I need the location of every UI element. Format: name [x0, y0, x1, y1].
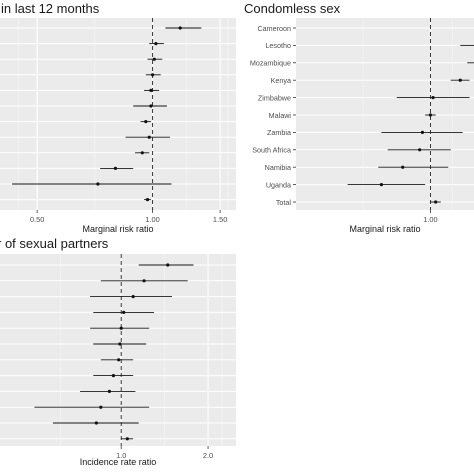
point-estimate [125, 437, 129, 441]
point-estimate [147, 135, 151, 139]
point-estimate [96, 182, 100, 186]
point-estimate [113, 166, 118, 170]
x-tick-label: 1.50 [213, 215, 227, 224]
point-estimate [431, 96, 435, 100]
plot-background [0, 254, 236, 446]
point-estimate [111, 374, 116, 378]
point-estimate [154, 42, 158, 46]
panel-months: 0.50 1.00 1.50 Marginal risk ratio [0, 18, 236, 234]
panel-title-partners: r of sexual partners [0, 236, 109, 251]
point-estimate [152, 57, 156, 61]
point-estimate [94, 421, 98, 425]
point-estimate [145, 198, 150, 202]
y-tick-label: Lesotho [265, 41, 291, 50]
x-axis-title: Marginal risk ratio [349, 224, 420, 234]
x-tick-label: 1.00 [423, 215, 437, 224]
point-estimate [107, 389, 111, 393]
point-estimate [420, 130, 425, 134]
plot-background [296, 18, 474, 210]
y-tick-label: South Africa [252, 146, 291, 155]
x-tick-label: 2.0 [203, 451, 213, 460]
point-estimate [117, 358, 121, 362]
plot-background [0, 18, 236, 210]
point-estimate [151, 73, 155, 77]
y-tick-label: Zimbabwe [258, 93, 291, 102]
point-estimate [418, 148, 422, 152]
y-tick-label: Uganda [266, 180, 291, 189]
point-estimate [178, 26, 182, 30]
point-estimate [122, 310, 126, 314]
point-estimate [149, 88, 153, 92]
y-tick-label: Mozambique [250, 59, 291, 68]
point-estimate [99, 405, 103, 409]
x-tick-label: 0.50 [30, 215, 44, 224]
x-tick-label: 1.00 [145, 215, 159, 224]
point-estimate [118, 342, 122, 346]
y-tick-label: Cameroon [257, 24, 291, 33]
point-estimate [166, 263, 170, 267]
y-tick-label: Kenya [271, 76, 291, 85]
panel-title-months: in last 12 months [1, 1, 100, 16]
y-tick-label: Total [276, 198, 292, 207]
y-tick-label: Malawi [269, 111, 292, 120]
point-estimate [379, 183, 384, 187]
x-axis-title: Marginal risk ratio [82, 224, 153, 234]
panel-partners: 1.0 2.0 Incidence rate ratio [0, 254, 236, 467]
panel-title-condomless: Condomless sex [244, 1, 341, 16]
panel-condomless: Cameroon Lesotho Mozambique Kenya Zimbabwe Ma… [250, 18, 474, 234]
y-tick-label: Namibia [265, 163, 291, 172]
point-estimate [458, 78, 462, 82]
point-estimate [401, 165, 405, 169]
point-estimate [428, 113, 433, 117]
y-tick-label: Zambia [267, 128, 291, 137]
point-estimate [434, 200, 438, 204]
point-estimate [142, 279, 146, 283]
point-estimate [140, 151, 144, 155]
x-tick-label: 1.0 [116, 451, 126, 460]
point-estimate [131, 295, 135, 299]
point-estimate [144, 120, 148, 124]
x-axis-title: Incidence rate ratio [80, 457, 157, 467]
point-estimate [149, 104, 153, 108]
point-estimate [119, 326, 123, 330]
